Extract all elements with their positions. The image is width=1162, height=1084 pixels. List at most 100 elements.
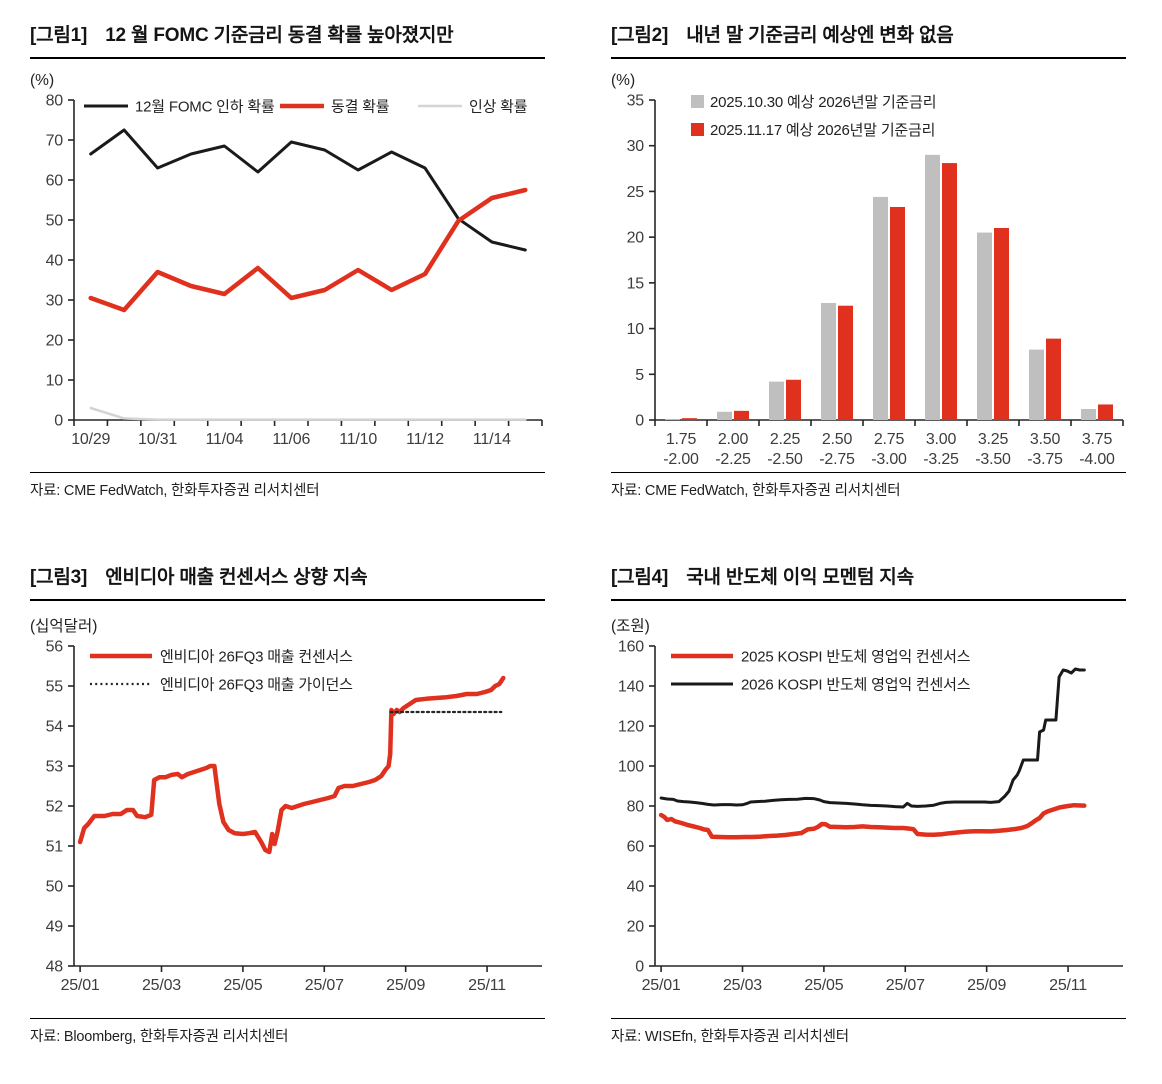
fomc-probability-line-chart: 0 10 20 30 40 50 60 70 80 10/29 10/31 11/04 11/06 11/… [46,93,543,448]
panel-title: [그림2] 내년 말 기준금리 예상엔 변화 없음 [611,20,1126,47]
source-rule [611,1018,1126,1019]
svg-text:2025.10.30 예상 2026년말 기준금리: 2025.10.30 예상 2026년말 기준금리 [710,94,936,111]
figure-tag: [그림4] [611,567,669,588]
axis-unit-label: (십억달러) [30,618,98,635]
svg-text:25/05: 25/05 [223,977,262,994]
svg-text:0: 0 [635,413,644,430]
svg-text:60: 60 [46,173,64,190]
axis-unit-label: (조원) [611,618,650,635]
title-rule [611,57,1126,59]
svg-text:3.00: 3.00 [926,431,957,448]
svg-text:3.75: 3.75 [1082,431,1113,448]
svg-text:25/09: 25/09 [386,977,425,994]
svg-text:10/31: 10/31 [138,431,177,448]
figure-tag: [그림1] [30,25,88,46]
svg-text:120: 120 [618,719,644,736]
svg-text:3.50: 3.50 [1030,431,1061,448]
svg-text:20: 20 [627,919,645,936]
svg-text:3.25: 3.25 [978,431,1009,448]
svg-text:-2.50: -2.50 [767,451,803,468]
nvidia-consensus-line-chart: 48 49 50 51 52 53 54 55 56 25/01 25/03 25/05 25/07 25… [46,639,542,994]
svg-text:2.75: 2.75 [874,431,905,448]
svg-text:11/06: 11/06 [272,431,310,448]
svg-text:25/09: 25/09 [967,977,1006,994]
svg-text:1.75: 1.75 [666,431,697,448]
svg-text:0: 0 [635,959,644,976]
svg-text:2025.11.17 예상 2026년말 기준금리: 2025.11.17 예상 2026년말 기준금리 [710,122,935,139]
svg-text:20: 20 [46,333,64,350]
svg-text:40: 40 [46,253,64,270]
figure-title: 12 월 FOMC 기준금리 동결 확률 높아졌지만 [105,25,454,46]
svg-text:-3.75: -3.75 [1027,451,1063,468]
svg-text:2026 KOSPI 반도체 영업익 컨센서스: 2026 KOSPI 반도체 영업익 컨센서스 [741,677,971,694]
title-rule [30,57,545,59]
svg-text:48: 48 [46,959,64,976]
svg-text:160: 160 [618,639,644,656]
svg-text:10: 10 [627,321,645,338]
panel-title: [그림3] 엔비디아 매출 컨센서스 상향 지속 [30,562,545,589]
svg-text:12월 FOMC 인하 확률: 12월 FOMC 인하 확률 [135,99,275,116]
rate-distribution-bar-chart: 0 5 10 15 20 25 30 35 1.75 -2.00 2.00 -2.25 2.25 -2.5… [627,93,1124,468]
svg-text:52: 52 [46,799,64,816]
source-note: 자료: WISEfn, 한화투자증권 리서치센터 [611,1029,849,1045]
source-rule [611,472,1126,473]
svg-text:5: 5 [635,367,644,384]
svg-text:51: 51 [46,839,64,856]
axis-unit-label: (%) [30,72,55,89]
svg-text:100: 100 [618,759,644,776]
svg-text:53: 53 [46,759,64,776]
figure-panel-3: [그림3] 엔비디아 매출 컨센서스 상향 지속 (십억달러) 48 49 50 51… [0,542,581,1084]
svg-text:2.50: 2.50 [822,431,853,448]
svg-text:동결 확률: 동결 확률 [331,99,390,116]
kospi-semi-profit-line-chart: 0 20 40 60 80 100 120 140 160 25/01 25/03 25/05 25/0… [618,639,1123,994]
figure-tag: [그림2] [611,25,669,46]
svg-text:25: 25 [627,184,645,201]
svg-text:40: 40 [627,879,645,896]
figure-title: 내년 말 기준금리 예상엔 변화 없음 [686,25,954,46]
svg-text:10/29: 10/29 [71,431,110,448]
figure-panel-4: [그림4] 국내 반도체 이익 모멘텀 지속 (조원) 0 20 40 60 80 100… [581,542,1162,1084]
svg-text:54: 54 [46,719,64,736]
svg-text:-2.75: -2.75 [819,451,855,468]
svg-text:25/11: 25/11 [1049,977,1087,994]
panel-title: [그림4] 국내 반도체 이익 모멘텀 지속 [611,562,1126,589]
svg-text:25/03: 25/03 [142,977,181,994]
figure-title: 국내 반도체 이익 모멘텀 지속 [686,567,914,588]
svg-text:15: 15 [627,275,645,292]
svg-text:2.25: 2.25 [770,431,801,448]
svg-text:56: 56 [46,639,64,656]
svg-text:70: 70 [46,133,64,150]
svg-text:50: 50 [46,213,64,230]
svg-text:11/12: 11/12 [406,431,444,448]
svg-text:2025 KOSPI 반도체 영업익 컨센서스: 2025 KOSPI 반도체 영업익 컨센서스 [741,649,971,666]
svg-text:-3.50: -3.50 [975,451,1011,468]
figure-panel-2: [그림2] 내년 말 기준금리 예상엔 변화 없음 (%) 0 5 10 15 20 25… [581,0,1162,542]
svg-text:25/01: 25/01 [642,977,681,994]
source-note: 자료: CME FedWatch, 한화투자증권 리서치센터 [30,483,320,499]
figure-title: 엔비디아 매출 컨센서스 상향 지속 [105,567,368,588]
source-rule [30,1018,545,1019]
svg-text:-3.00: -3.00 [871,451,907,468]
svg-text:인상 확률: 인상 확률 [469,99,528,116]
figure-tag: [그림3] [30,567,88,588]
svg-text:0: 0 [54,413,63,430]
figure-panel-1: [그림1] 12 월 FOMC 기준금리 동결 확률 높아졌지만 (%) 0 10… [0,0,581,542]
source-note: 자료: Bloomberg, 한화투자증권 리서치센터 [30,1029,289,1045]
svg-text:50: 50 [46,879,64,896]
svg-text:30: 30 [46,293,64,310]
svg-text:11/04: 11/04 [205,431,243,448]
svg-text:25/07: 25/07 [305,977,344,994]
source-rule [30,472,545,473]
svg-text:80: 80 [46,93,64,110]
source-note: 자료: CME FedWatch, 한화투자증권 리서치센터 [611,483,901,499]
svg-text:140: 140 [618,679,644,696]
svg-text:25/05: 25/05 [804,977,843,994]
title-rule [30,599,545,601]
svg-text:-3.25: -3.25 [923,451,959,468]
svg-text:-2.00: -2.00 [663,451,699,468]
svg-text:20: 20 [627,230,645,247]
svg-text:55: 55 [46,679,64,696]
svg-text:엔비디아 26FQ3 매출 가이던스: 엔비디아 26FQ3 매출 가이던스 [160,677,353,694]
svg-text:엔비디아 26FQ3 매출 컨센서스: 엔비디아 26FQ3 매출 컨센서스 [160,649,353,666]
